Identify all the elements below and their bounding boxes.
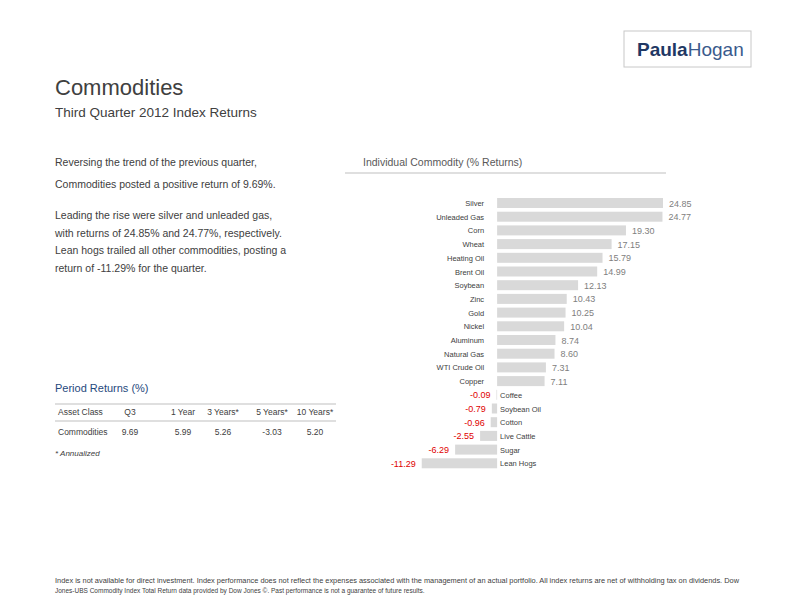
data-label: -11.29 (391, 459, 416, 469)
category-label: Copper (459, 377, 484, 386)
bar (497, 212, 662, 222)
logo-light: Hogan (688, 39, 744, 60)
table-note: * Annualized (55, 449, 100, 458)
labels: Silver 24.85 Unleaded Gas 24.77 Corn 19.30 Whe… (391, 199, 692, 469)
table-header: Asset Class (58, 407, 103, 417)
table-rule (55, 404, 336, 405)
table-cell: 5.99 (175, 427, 192, 437)
data-label: 10.25 (572, 308, 595, 318)
table-cell: 5.20 (307, 427, 324, 437)
data-label: 19.30 (632, 226, 655, 236)
category-label: Aluminum (451, 336, 484, 345)
summary-line: Reversing the trend of the previous quar… (55, 156, 257, 168)
bar (497, 349, 554, 359)
data-label: 24.85 (669, 199, 692, 209)
table-header: 5 Years* (256, 407, 288, 417)
table-title: Period Returns (%) (55, 382, 149, 394)
category-label: Sugar (500, 446, 521, 455)
category-label: Zinc (470, 295, 484, 304)
category-label: Corn (468, 226, 484, 235)
category-label: Natural Gas (444, 350, 484, 359)
chart-title: Individual Commodity (% Returns) (363, 156, 522, 168)
data-label: -0.96 (464, 418, 485, 428)
category-label: Coffee (500, 391, 522, 400)
table-cell: -3.03 (262, 427, 282, 437)
footer-line: Index is not available for direct invest… (55, 577, 739, 585)
category-label: Brent Oil (455, 268, 485, 277)
table-cell: 5.26 (215, 427, 232, 437)
category-label: Gold (468, 309, 484, 318)
bar (497, 294, 567, 304)
logo-frame (624, 31, 751, 67)
slide: PaulaHogan Commodities Third Quarter 2012 … (0, 0, 792, 612)
data-label: -0.09 (470, 390, 491, 400)
bar (497, 376, 544, 386)
logo: PaulaHogan (624, 31, 751, 67)
table-cell: Commodities (58, 427, 108, 437)
bar (497, 321, 564, 331)
table-cell: 9.69 (122, 427, 139, 437)
data-label: 8.74 (561, 336, 579, 346)
data-label: 24.77 (668, 212, 691, 222)
title: Commodities (55, 75, 183, 100)
bar-chart: Individual Commodity (% Returns) Silver 24… (345, 156, 692, 469)
bar (497, 239, 611, 249)
table-rule (55, 421, 336, 422)
chart-title-rule (345, 173, 666, 174)
category-label: Soybean (454, 281, 484, 290)
table-header: Q3 (124, 407, 136, 417)
bar (422, 458, 497, 468)
category-label: Soybean Oil (500, 405, 541, 414)
category-label: Lean Hogs (500, 459, 537, 468)
category-label: Nickel (464, 322, 485, 331)
category-label: Wheat (462, 240, 485, 249)
bar (497, 335, 555, 345)
bar (480, 431, 497, 441)
bar (497, 362, 546, 372)
table-header: 3 Years* (207, 407, 239, 417)
data-label: 7.31 (552, 363, 570, 373)
bar (497, 267, 597, 277)
data-label: 15.79 (609, 253, 632, 263)
bar (497, 198, 663, 208)
category-label: Silver (465, 199, 484, 208)
logo-text: PaulaHogan (637, 39, 744, 60)
bar (497, 253, 602, 263)
category-label: Cotton (500, 418, 522, 427)
table-header: 1 Year (171, 407, 195, 417)
category-label: WTI Crude Oil (437, 363, 485, 372)
bars (422, 198, 663, 468)
period-table: Asset Class Q3 1 Year 3 Years* 5 Years* 10 Ye… (55, 404, 336, 437)
bar (455, 445, 497, 455)
data-label: 10.04 (570, 322, 593, 332)
data-label: -0.79 (465, 404, 486, 414)
data-label: 12.13 (584, 281, 607, 291)
table-header: 10 Years* (297, 407, 334, 417)
detail-line: with returns of 24.85% and 24.77%, respe… (54, 227, 282, 239)
bar (491, 417, 497, 427)
footer-line: Jones-UBS Commodity Index Total Return d… (55, 587, 425, 595)
data-label: 14.99 (603, 267, 626, 277)
bar (497, 225, 626, 235)
detail-line: Leading the rise were silver and unleade… (55, 209, 272, 221)
data-label: -2.55 (454, 431, 475, 441)
subtitle: Third Quarter 2012 Index Returns (55, 105, 257, 120)
category-label: Live Cattle (500, 432, 535, 441)
data-label: -6.29 (429, 445, 450, 455)
data-label: 7.11 (551, 377, 568, 387)
bar (497, 280, 578, 290)
summary-line: Commodities posted a positive return of … (55, 178, 276, 190)
bar (492, 404, 497, 414)
category-label: Heating Oil (447, 254, 484, 263)
data-label: 8.60 (561, 349, 579, 359)
data-label: 10.43 (573, 294, 596, 304)
logo-bold: Paula (637, 39, 688, 60)
bar (496, 390, 498, 400)
bar (497, 308, 565, 318)
data-label: 17.15 (618, 240, 641, 250)
detail-line: return of -11.29% for the quarter. (55, 262, 207, 274)
detail-line: Lean hogs trailed all other commodities,… (55, 244, 286, 256)
category-label: Unleaded Gas (436, 213, 484, 222)
